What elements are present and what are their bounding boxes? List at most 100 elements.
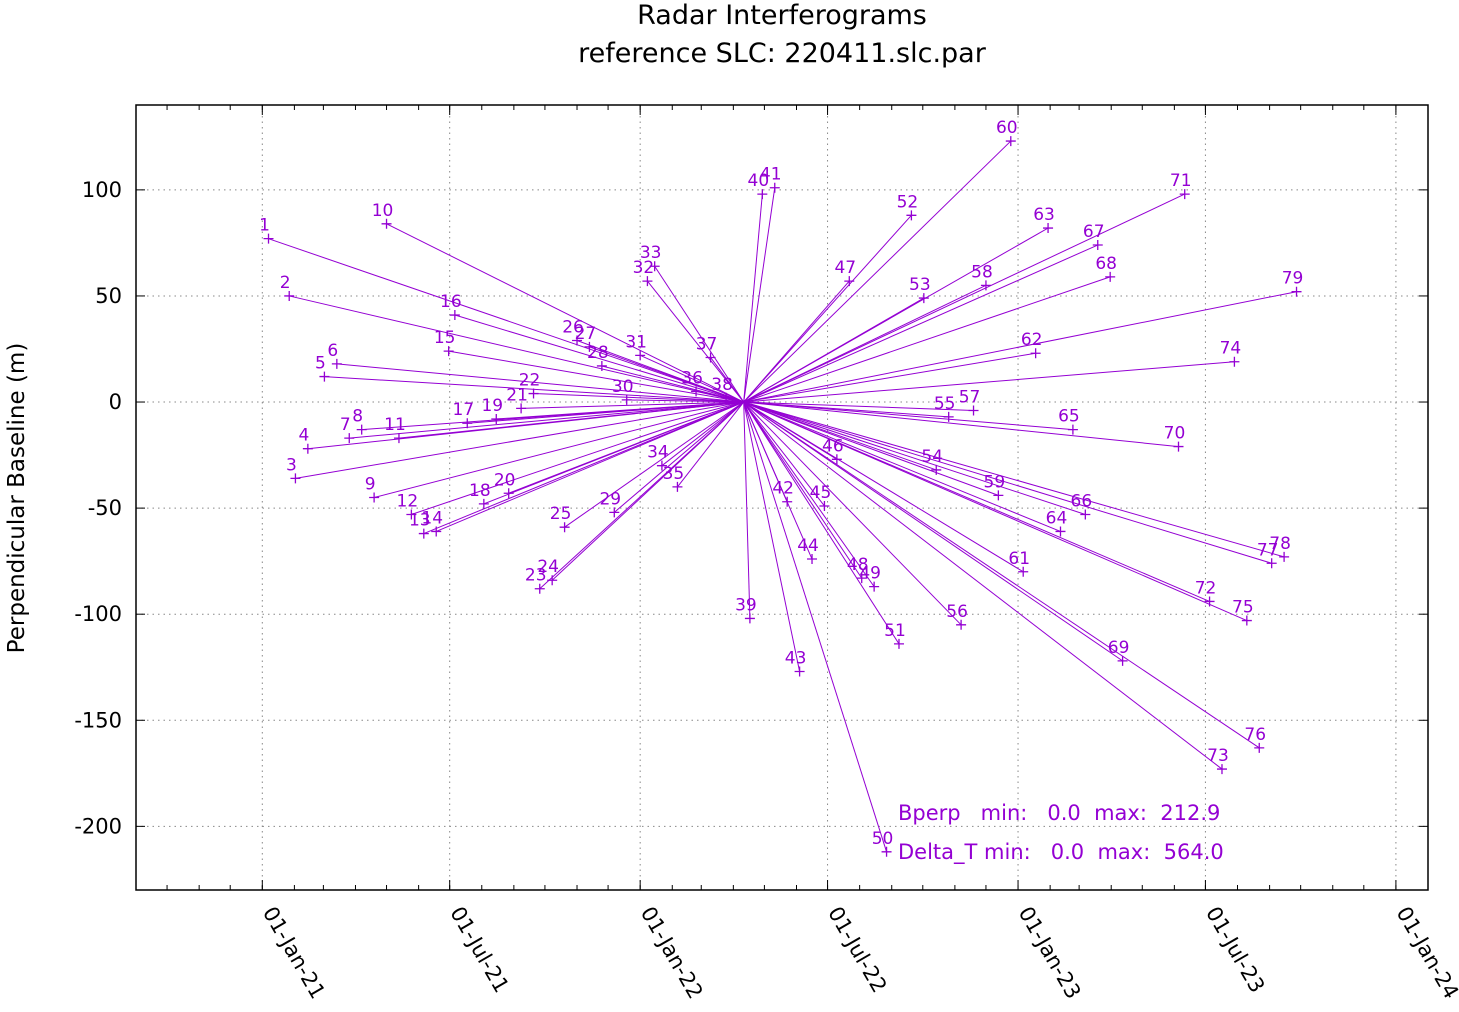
acquisition-label: 41 — [760, 165, 782, 185]
acquisition-label: 29 — [599, 489, 621, 509]
acquisition-marker — [302, 443, 313, 454]
acquisition-label: 49 — [859, 564, 881, 584]
acquisition-marker — [1105, 271, 1116, 282]
interferogram-line — [743, 401, 900, 645]
acquisition-marker — [672, 481, 683, 492]
acquisition-label: 15 — [434, 328, 456, 348]
acquisition-label: 76 — [1244, 725, 1266, 745]
chart-title: Radar Interferograms — [637, 0, 927, 31]
interferogram-line — [743, 401, 1123, 662]
interferogram-line — [551, 401, 745, 581]
acquisition-marker — [906, 210, 917, 221]
acquisition-label: 6 — [327, 341, 338, 361]
interferogram-line — [349, 401, 744, 439]
acquisition-label: 22 — [519, 371, 541, 391]
acquisition-label: 9 — [365, 475, 376, 495]
x-tick-label: 01-Jan-23 — [1014, 903, 1086, 1003]
interferogram-line — [411, 401, 744, 515]
acquisition-label: 35 — [663, 464, 685, 484]
acquisition-label: 36 — [681, 368, 703, 388]
acquisition-marker — [621, 394, 632, 405]
acquisition-marker — [1080, 509, 1091, 520]
acquisition-label: 39 — [735, 595, 757, 615]
interferogram-line — [743, 194, 763, 403]
interferogram-line — [743, 187, 776, 403]
acquisition-label: 14 — [421, 508, 443, 528]
acquisition-label: 32 — [633, 258, 655, 278]
y-tick-label: 100 — [82, 178, 122, 202]
acquisition-label: 74 — [1220, 339, 1242, 359]
acquisition-label: 43 — [785, 648, 807, 668]
interferogram-line — [436, 401, 744, 532]
acquisition-label: 7 — [340, 415, 351, 435]
acquisition-marker — [1241, 615, 1252, 626]
acquisition-label: 3 — [286, 455, 297, 475]
acquisition-marker — [691, 386, 702, 397]
acquisition-label: 42 — [772, 479, 794, 499]
acquisition-marker — [1018, 566, 1029, 577]
acquisition-marker — [559, 522, 570, 533]
y-tick-label: -100 — [74, 602, 122, 626]
interferogram-line — [677, 401, 745, 488]
acquisition-label: 8 — [352, 407, 363, 427]
interferogram-line — [743, 401, 1086, 515]
acquisition-marker — [263, 233, 274, 244]
acquisition-marker — [584, 341, 595, 352]
acquisition-marker — [1030, 348, 1041, 359]
interferogram-line — [601, 365, 744, 403]
interferogram-line — [508, 401, 744, 494]
interferogram-line — [743, 352, 1036, 403]
interferogram-line — [743, 291, 1297, 403]
acquisition-label: 62 — [1021, 330, 1043, 350]
acquisition-label: 19 — [481, 396, 503, 416]
interferogram-line — [589, 346, 744, 403]
acquisition-label: 47 — [834, 258, 856, 278]
acquisition-label: 10 — [372, 201, 394, 221]
acquisition-marker — [918, 293, 929, 304]
acquisition-marker — [528, 388, 539, 399]
acquisition-marker — [503, 488, 514, 499]
acquisition-marker — [1067, 424, 1078, 435]
acquisition-marker — [794, 666, 805, 677]
interferogram-line — [743, 401, 1248, 622]
acquisition-marker — [478, 498, 489, 509]
interferogram-line — [743, 401, 1260, 749]
acquisition-label: 4 — [298, 426, 309, 446]
acquisition-marker — [807, 554, 818, 565]
acquisition-marker — [881, 846, 892, 857]
interferogram-line — [725, 397, 744, 403]
acquisition-marker — [856, 573, 867, 584]
interferogram-line — [743, 193, 1185, 403]
acquisition-marker — [1291, 286, 1302, 297]
acquisition-marker — [869, 581, 880, 592]
x-tick-label: 01-Jan-21 — [258, 903, 330, 1003]
acquisition-label: 25 — [550, 504, 572, 524]
acquisition-marker — [534, 583, 545, 594]
interferogram-line — [743, 401, 974, 412]
acquisition-marker — [721, 392, 732, 403]
acquisition-label: 24 — [537, 557, 559, 577]
acquisition-marker — [980, 280, 991, 291]
x-tick-label: 01-Jan-24 — [1392, 903, 1459, 1003]
y-tick-label: 50 — [95, 284, 122, 308]
acquisition-label: 21 — [506, 385, 528, 405]
acquisition-marker — [609, 507, 620, 518]
acquisition-marker — [1173, 441, 1184, 452]
acquisition-label: 51 — [884, 621, 906, 641]
acquisition-label: 60 — [996, 118, 1018, 138]
acquisition-marker — [1229, 356, 1240, 367]
acquisition-marker — [547, 575, 558, 586]
interferogram-line — [661, 401, 745, 467]
acquisition-marker — [744, 613, 755, 624]
acquisition-marker — [782, 496, 793, 507]
acquisition-label: 73 — [1207, 746, 1229, 766]
interferogram-line — [743, 401, 801, 672]
acquisition-marker — [1279, 551, 1290, 562]
interferogram-line — [289, 295, 744, 403]
acquisition-label: 27 — [575, 324, 597, 344]
acquisition-marker — [956, 619, 967, 630]
acquisition-label: 55 — [934, 394, 956, 414]
acquisition-marker — [393, 433, 404, 444]
acquisition-marker — [844, 276, 855, 287]
